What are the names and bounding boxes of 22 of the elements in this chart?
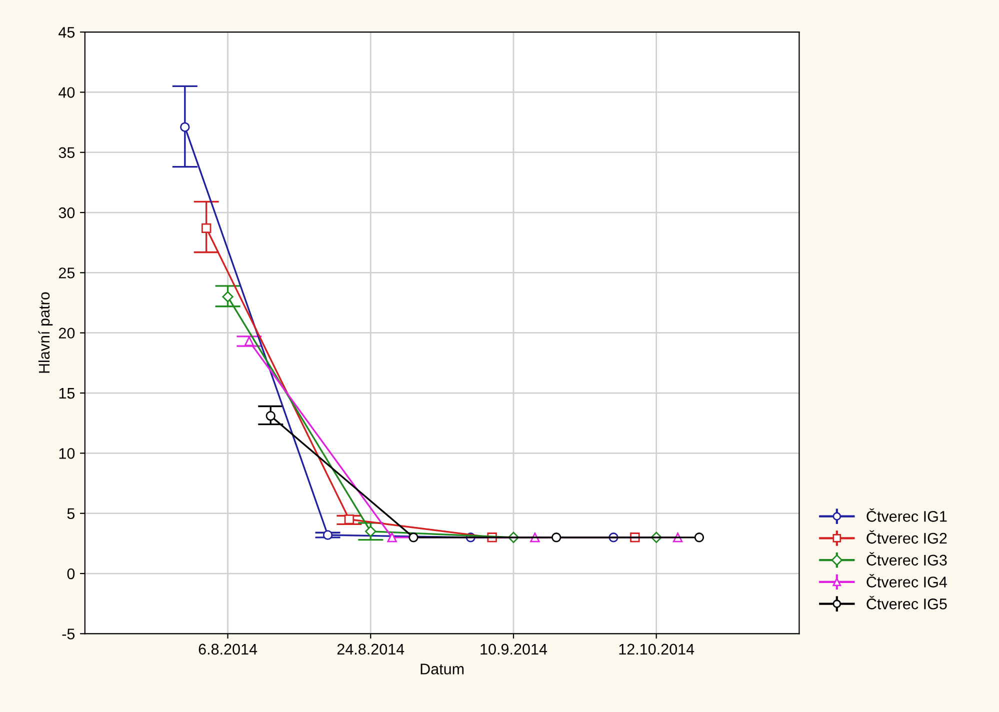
x-tick-label: 6.8.2014 — [198, 644, 258, 655]
y-tick-label: 5 — [67, 508, 75, 520]
y-tick-label: 20 — [58, 328, 75, 339]
y-tick-label: 35 — [58, 147, 75, 158]
y-tick-label: 45 — [58, 27, 75, 38]
x-tick-label: 12.10.2014 — [619, 644, 694, 655]
y-tick-label: 30 — [58, 207, 75, 218]
y-tick-label: 25 — [58, 268, 75, 278]
legend-label: Čtverec IG4 — [866, 574, 947, 588]
legend-label: Čtverec IG1 — [866, 508, 947, 522]
y-tick-label: 10 — [59, 448, 75, 459]
x-axis-title: Datum — [420, 664, 464, 674]
x-tick-label: 24.8.2014 — [337, 644, 404, 655]
legend-label: Čtverec IG2 — [866, 530, 947, 544]
x-tick-label: 10.9.2014 — [480, 644, 548, 655]
y-tick-label: 15 — [59, 388, 75, 399]
legend-label: Čtverec IG5 — [866, 596, 947, 610]
y-tick-label: 40 — [58, 87, 75, 98]
y-axis-title: Hlavní patro — [38, 292, 53, 373]
legend-label: Čtverec IG3 — [866, 552, 947, 566]
y-tick-label: 0 — [67, 568, 75, 580]
y-tick-label: -5 — [62, 628, 75, 640]
